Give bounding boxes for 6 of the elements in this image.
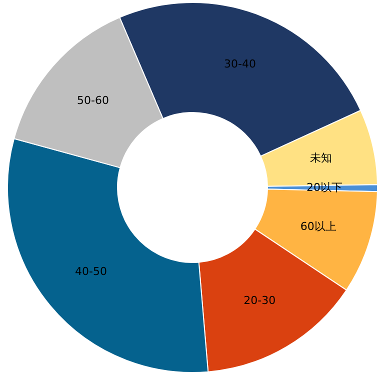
slice-label: 60以上 — [300, 220, 336, 234]
slice-label: 20-30 — [244, 294, 276, 308]
slice-label: 未知 — [310, 151, 332, 164]
slice-label: 40-50 — [75, 264, 108, 278]
slice-label: 50-60 — [76, 94, 109, 107]
slice-label: 30-40 — [224, 57, 256, 70]
